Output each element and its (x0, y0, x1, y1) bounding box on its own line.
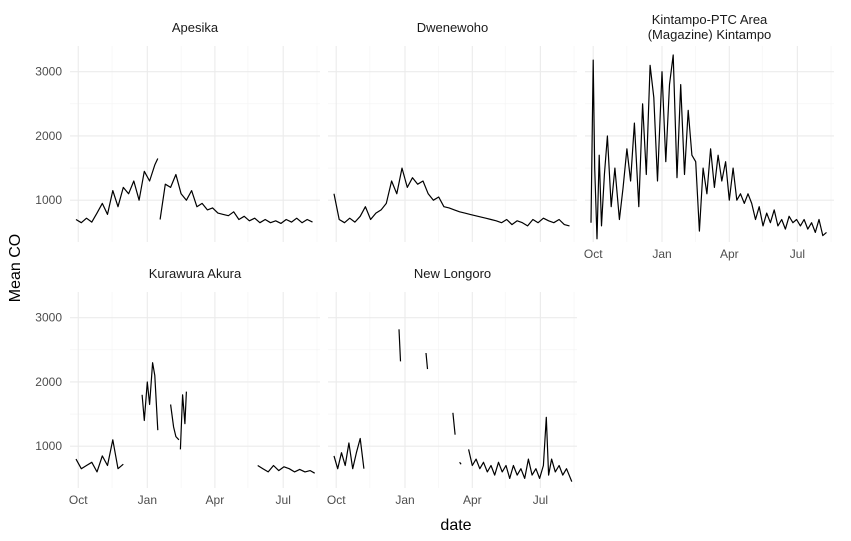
facet-panel: Kurawura Akura 1000 2000 3000 Oct Jan Apr Jul (35, 266, 320, 507)
facet-panel: Kintampo-PTC Area (Magazine) Kintampo Oct J… (584, 12, 834, 261)
x-tick-label: Jul (276, 493, 291, 507)
y-tick-label: 2000 (35, 129, 62, 143)
facet-panel: New Longoro Oct Jan Apr Jul (327, 266, 577, 507)
x-tick-label: Apr (206, 493, 225, 507)
y-axis-title: Mean CO (7, 234, 24, 302)
y-tick-label: 1000 (35, 439, 62, 453)
x-tick-label: Apr (720, 247, 739, 261)
series-line (468, 416, 573, 482)
series-line (75, 158, 159, 224)
facet-title: Kintampo-PTC Area (Magazine) Kintampo (648, 12, 772, 42)
facet-title: New Longoro (414, 266, 491, 281)
x-tick-label: Jan (138, 493, 157, 507)
y-tick-label: 3000 (35, 311, 62, 325)
series-line (170, 404, 180, 441)
y-tick-label: 2000 (35, 375, 62, 389)
y-tick-label: 1000 (35, 193, 62, 207)
series-line (333, 167, 570, 227)
x-tick-label: Jul (790, 247, 805, 261)
series-line (257, 464, 316, 474)
series-line (590, 54, 827, 240)
series-line (141, 362, 159, 431)
y-tick-label: 3000 (35, 65, 62, 79)
series-line (333, 437, 365, 470)
series-line (159, 173, 313, 224)
series-line (459, 461, 462, 465)
series-line (452, 412, 456, 435)
facet-panel: Dwenewoho (328, 20, 577, 242)
x-axis-title: date (440, 517, 471, 534)
series-line (75, 439, 124, 473)
series-line (425, 352, 429, 370)
x-tick-label: Apr (463, 493, 482, 507)
facet-title: Kurawura Akura (149, 266, 242, 281)
x-tick-label: Oct (584, 247, 603, 261)
x-tick-label: Oct (327, 493, 346, 507)
facet-title: Apesika (172, 20, 219, 35)
series-line (398, 329, 402, 362)
x-tick-label: Jan (652, 247, 671, 261)
x-tick-label: Jan (395, 493, 414, 507)
facet-title: Dwenewoho (417, 20, 489, 35)
x-tick-label: Oct (69, 493, 88, 507)
facet-panel: Apesika 1000 2000 3000 (35, 20, 320, 242)
facet-panels: Apesika 1000 2000 3000 Dwenewoho Kintampo-PTC… (35, 12, 834, 507)
x-tick-label: Jul (533, 493, 548, 507)
series-line (179, 391, 187, 450)
